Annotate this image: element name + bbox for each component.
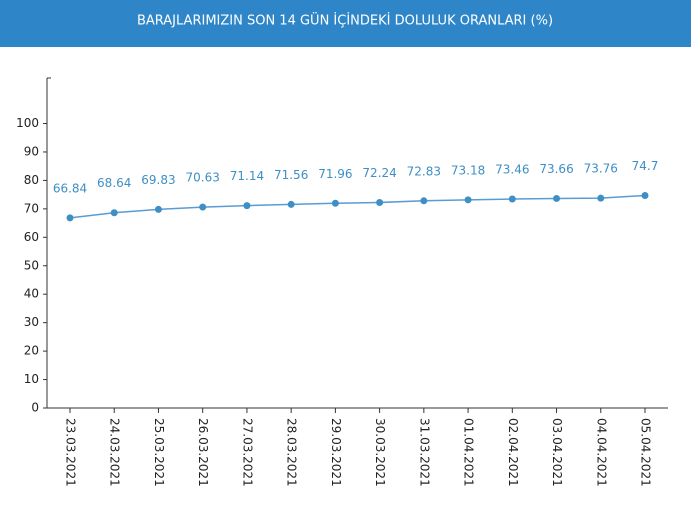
point (243, 202, 251, 210)
point (420, 197, 428, 205)
header-bar (0, 0, 691, 47)
point (376, 198, 384, 206)
x-tick-label: 24.03.2021 (108, 418, 122, 487)
point (154, 205, 162, 213)
x-tick-label: 25.03.2021 (152, 418, 166, 487)
value-label: 71.96 (318, 167, 352, 181)
value-label: 69.83 (141, 173, 175, 187)
value-label: 71.56 (274, 168, 308, 182)
x-tick-label: 28.03.2021 (285, 418, 299, 487)
point (464, 196, 472, 204)
y-tick-label: 40 (24, 287, 39, 301)
value-label: 73.46 (495, 163, 529, 177)
value-label: 70.63 (186, 171, 220, 185)
point (508, 195, 516, 203)
value-label: 73.18 (451, 163, 485, 177)
y-tick-label: 70 (24, 201, 39, 215)
value-label: 74.7 (632, 159, 659, 173)
point (199, 203, 207, 211)
y-tick-label: 100 (16, 116, 39, 130)
x-tick-label: 30.03.2021 (373, 418, 387, 487)
y-tick-label: 50 (24, 258, 39, 272)
x-tick-label: 02.04.2021 (506, 418, 520, 487)
y-tick-label: 60 (24, 230, 39, 244)
value-label: 66.84 (53, 181, 87, 195)
point (110, 209, 118, 217)
point (597, 194, 605, 202)
y-tick-label: 30 (24, 315, 39, 329)
x-tick-label: 05.04.2021 (639, 418, 653, 487)
x-tick-label: 31.03.2021 (417, 418, 431, 487)
y-tick-label: 0 (31, 401, 39, 415)
value-label: 73.76 (584, 162, 618, 176)
x-tick-label: 26.03.2021 (196, 418, 210, 487)
x-tick-label: 23.03.2021 (64, 418, 78, 487)
value-label: 72.83 (407, 164, 441, 178)
x-tick-label: 01.04.2021 (462, 418, 476, 487)
value-label: 71.14 (230, 169, 264, 183)
series-line (69, 194, 646, 219)
x-tick-label: 03.04.2021 (550, 418, 564, 487)
x-tick-label: 27.03.2021 (240, 418, 254, 487)
y-tick-label: 90 (24, 144, 39, 158)
chart-title: BARAJLARIMIZIN SON 14 GÜN İÇİNDEKİ DOLUL… (137, 12, 553, 29)
value-label: 68.64 (97, 176, 131, 190)
x-tick-label: 29.03.2021 (329, 418, 343, 487)
point (66, 214, 74, 222)
point (553, 194, 561, 202)
point (331, 199, 339, 207)
y-tick-label: 10 (24, 372, 39, 386)
y-tick-label: 80 (24, 173, 39, 187)
value-label: 73.66 (539, 162, 573, 176)
x-tick-label: 04.04.2021 (594, 418, 608, 487)
value-label: 72.24 (362, 166, 396, 180)
y-tick-label: 20 (24, 344, 39, 358)
point (641, 191, 649, 199)
point (287, 200, 295, 208)
